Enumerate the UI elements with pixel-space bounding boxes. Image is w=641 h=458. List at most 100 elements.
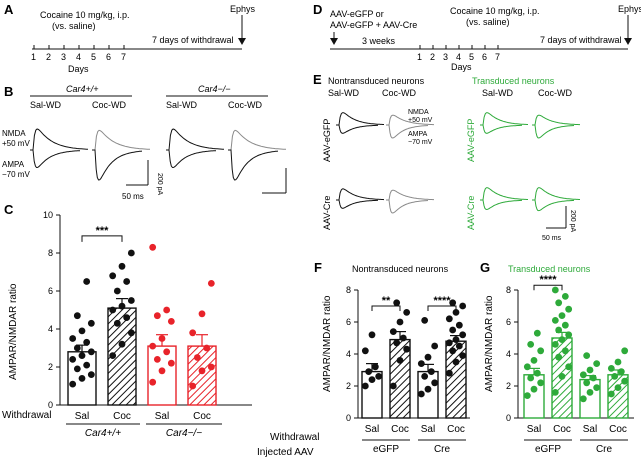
panel-d-days-label: Days (451, 62, 472, 72)
panel-g-point-3-7 (621, 347, 629, 355)
panel-f-point-1-5 (389, 328, 397, 335)
panel-f-point-3-3 (449, 347, 457, 355)
panel-e-ampa-trace-nt-egfp-sal (336, 124, 379, 134)
panel-g-point-0-4 (533, 369, 541, 377)
panel-c-sig-label: *** (96, 225, 110, 237)
panel-b: B Car4+/+ Car4−/− Sal-WD Coc-WD Sal-WD C… (2, 84, 287, 201)
panel-g-group-label-2: Sal (583, 424, 597, 435)
panel-f-point-3-7 (459, 331, 467, 339)
panel-a-day-1: 1 (31, 52, 36, 62)
panel-c-point-3-0 (189, 382, 197, 390)
panel-f-point-2-7 (431, 342, 439, 350)
panel-a-day-7: 7 (121, 52, 126, 62)
panel-g-point-2-7 (593, 360, 601, 367)
panel-g-point-2-5 (579, 371, 587, 379)
panel-c-point-2-2 (167, 359, 175, 367)
panel-g-point-0-8 (527, 341, 535, 348)
panel-c-sig-bracket (81, 235, 123, 242)
panel-f-point-3-6 (452, 336, 460, 343)
panel-c-point-3-1 (198, 367, 206, 375)
panel-g-point-1-1 (558, 373, 566, 380)
panel-g-point-3-0 (607, 390, 615, 398)
panel-g-point-3-2 (621, 377, 629, 385)
panel-c-point-3-2 (207, 363, 215, 371)
panel-b-ampa-voltage: −70 mV (2, 170, 30, 179)
panel-g-point-1-8 (555, 326, 563, 334)
panel-a-withdrawal: 7 days of withdrawal (152, 35, 234, 45)
panel-e-traces (336, 112, 580, 214)
panel-g-group-label-3: Coc (609, 424, 627, 435)
panel-g-aav-cre: Cre (596, 444, 613, 455)
panel-a-day-3: 3 (61, 52, 66, 62)
panel-g-point-3-3 (611, 373, 619, 380)
panel-b-scale-x-label: 50 ms (122, 192, 144, 201)
panel-d-day-7: 7 (495, 52, 500, 62)
panel-f-point-3-13 (449, 299, 457, 307)
panel-e-nmda: NMDA (408, 109, 429, 116)
panel-e-letter: E (313, 72, 322, 87)
panel-f-point-2-4 (427, 368, 435, 375)
panel-a-day-2: 2 (46, 52, 51, 62)
panel-c-bar-2 (147, 345, 177, 406)
panel-f-point-0-3 (365, 368, 373, 375)
panel-c-point-0-8 (73, 344, 81, 352)
panel-f-point-2-6 (424, 353, 432, 361)
panel-g-sig-label: **** (539, 274, 557, 286)
panel-f-point-2-1 (424, 385, 432, 393)
panel-a-arrowhead-icon (238, 38, 246, 45)
panel-g-point-1-0 (551, 389, 559, 396)
panel-b-nmda-voltage: +50 mV (2, 139, 30, 148)
panel-c-point-0-6 (78, 352, 86, 359)
panel-f-point-0-4 (371, 363, 379, 371)
panel-e-nmda-trace-t-egfp-sal (480, 112, 528, 126)
panel-g-point-0-7 (537, 347, 545, 355)
panel-d-ephys-arrowhead-icon (624, 38, 632, 45)
panel-g: G Transduced neurons AMPAR/NMDAR ratio 0… (480, 260, 634, 455)
panel-g-point-0-3 (527, 374, 535, 382)
panel-f-point-2-8 (421, 317, 429, 324)
panel-b-ko-sal: Sal-WD (166, 100, 197, 110)
panel-e-ampa-trace-nt-cre-coc (386, 199, 429, 214)
panel-c-point-0-3 (73, 365, 81, 373)
panel-f-point-2-3 (421, 373, 429, 380)
panel-e: E Nontransduced neurons Transduced neuro… (313, 72, 580, 242)
panel-f-ytick-label-4: 4 (346, 349, 351, 359)
panel-e-t-coc: Coc-WD (538, 88, 572, 98)
panel-g-title: Transduced neurons (508, 264, 591, 274)
panel-b-wt-coc: Coc-WD (92, 100, 126, 110)
panel-d-virus-arrowhead-icon (330, 38, 338, 45)
panel-d-treatment-line1: Cocaine 10 mg/kg, i.p. (450, 6, 540, 16)
panel-f-ylabel: AMPAR/NMDAR ratio (322, 295, 333, 392)
panel-c-point-1-0 (109, 352, 117, 359)
panel-e-cre-label-t: AAV-Cre (466, 196, 476, 230)
panel-f-point-1-7 (403, 309, 411, 316)
panel-d-day-5: 5 (469, 52, 474, 62)
panel-f-point-1-0 (389, 382, 397, 390)
panel-f-ytick-label-2: 2 (346, 381, 351, 391)
panel-g-point-2-1 (586, 389, 594, 396)
panel-c-ylabel: AMPAR/NMDAR ratio (8, 283, 19, 380)
panel-b-nmda-trace-ko-coc (228, 129, 286, 151)
panel-f-point-3-10 (445, 315, 453, 323)
panel-e-nontrans-title: Nontransduced neurons (328, 76, 425, 86)
panel-g-aav-egfp: eGFP (535, 444, 561, 455)
panel-c-point-2-6 (158, 335, 166, 342)
panel-b-ampa: AMPA (2, 160, 25, 169)
panel-g-point-1-13 (555, 299, 563, 307)
panel-d-day-3: 3 (443, 52, 448, 62)
panel-f-point-3-12 (459, 302, 467, 310)
panel-f-ytick-label-0: 0 (346, 413, 351, 423)
panel-c: C AMPAR/NMDAR ratio 0 2 4 6 8 10 Sal Coc Sal Coc C… (2, 202, 252, 439)
panel-f-point-0-5 (361, 347, 369, 355)
panel-f-point-1-3 (393, 339, 401, 347)
panel-f-point-0-6 (368, 331, 376, 339)
panel-e-ampa-trace-t-cre-coc (532, 199, 575, 212)
panel-f-point-1-6 (396, 318, 404, 326)
panel-d-weeks: 3 weeks (362, 36, 396, 46)
panel-d-treatment-line2: (vs. saline) (466, 17, 510, 27)
panel-c-withdrawal-label: Withdrawal (2, 410, 51, 421)
panel-f-group-label-2: Sal (421, 424, 435, 435)
panel-c-bar-3 (187, 345, 217, 406)
